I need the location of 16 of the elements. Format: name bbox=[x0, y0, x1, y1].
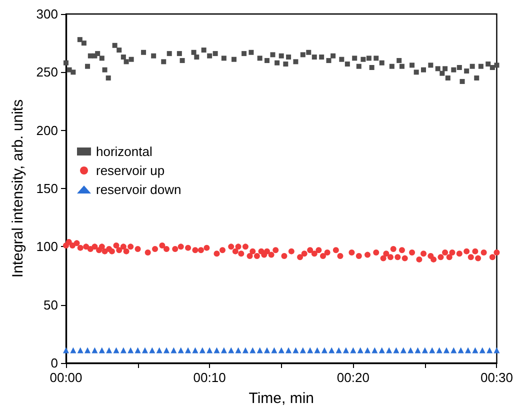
y-tick-label: 150 bbox=[36, 181, 58, 196]
y-tick-label: 200 bbox=[36, 122, 58, 138]
y-axis-title: Integral intensity, arb. units bbox=[9, 99, 26, 278]
y-tick-label: 0 bbox=[50, 356, 58, 370]
x-tick-label: 00:30 bbox=[480, 370, 514, 385]
x-tick-label: 00:20 bbox=[336, 370, 370, 385]
y-tick-label: 300 bbox=[36, 6, 58, 22]
legend-label: reservoir up bbox=[96, 163, 165, 178]
x-tick-label: 00:00 bbox=[50, 370, 82, 385]
x-tick-label: 00:10 bbox=[193, 370, 226, 385]
legend-label: horizontal bbox=[96, 144, 152, 159]
x-axis-title: Time, min bbox=[248, 390, 314, 407]
y-tick-label: 100 bbox=[36, 239, 58, 254]
y-tick-label: 250 bbox=[36, 64, 58, 80]
y-tick-label: 50 bbox=[44, 297, 58, 312]
legend-label: reservoir down bbox=[96, 182, 182, 197]
